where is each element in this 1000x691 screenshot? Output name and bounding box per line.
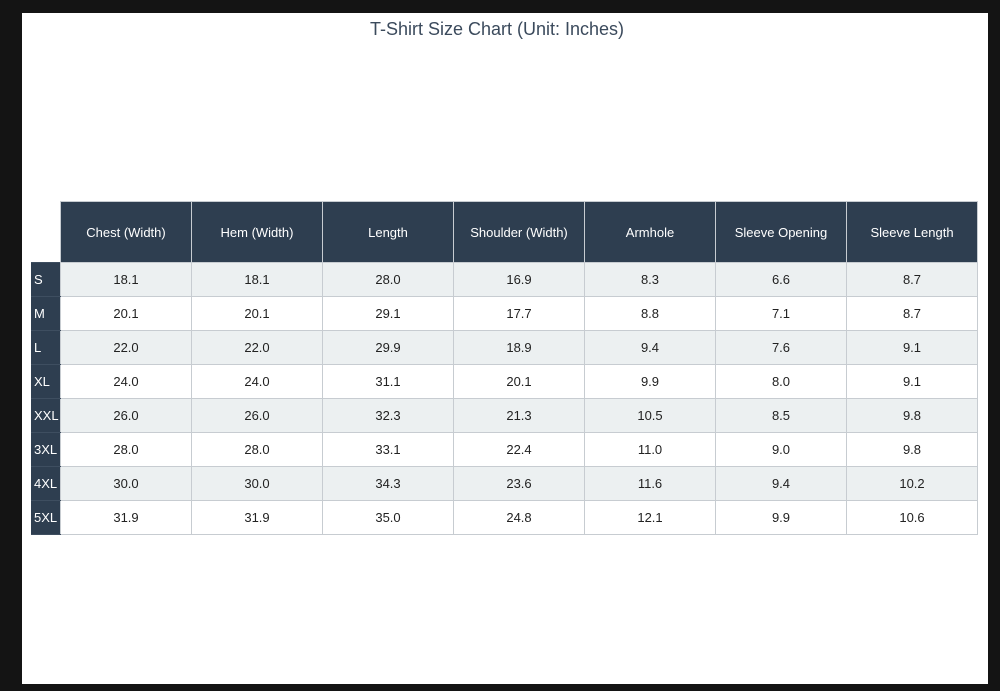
table-cell: 9.4 <box>584 330 716 365</box>
table-cell: 24.0 <box>60 364 192 399</box>
row-header-size: 3XL <box>31 432 61 467</box>
table-cell: 30.0 <box>60 466 192 501</box>
table-cell: 22.4 <box>453 432 585 467</box>
table-cell: 8.5 <box>715 398 847 433</box>
column-header-chest: Chest (Width) <box>60 201 192 263</box>
table-cell: 22.0 <box>191 330 323 365</box>
table-cell: 9.9 <box>715 500 847 535</box>
table-row: S 18.1 18.1 28.0 16.9 8.3 6.6 8.7 <box>31 262 978 297</box>
table-cell: 28.0 <box>60 432 192 467</box>
table-cell: 22.0 <box>60 330 192 365</box>
chart-title: T-Shirt Size Chart (Unit: Inches) <box>369 19 625 39</box>
table-row: 4XL 30.0 30.0 34.3 23.6 11.6 9.4 10.2 <box>31 466 978 501</box>
table-cell: 16.9 <box>453 262 585 297</box>
table-cell: 8.7 <box>846 296 978 331</box>
row-header-size: L <box>31 330 61 365</box>
table-cell: 28.0 <box>322 262 454 297</box>
table-cell: 11.6 <box>584 466 716 501</box>
table-cell: 9.4 <box>715 466 847 501</box>
table-cell: 10.5 <box>584 398 716 433</box>
table-cell: 10.2 <box>846 466 978 501</box>
table-cell: 9.1 <box>846 364 978 399</box>
header-row: Chest (Width) Hem (Width) Length Shoulde… <box>31 201 978 263</box>
table-cell: 9.0 <box>715 432 847 467</box>
table-cell: 26.0 <box>60 398 192 433</box>
table-cell: 20.1 <box>60 296 192 331</box>
table-cell: 31.9 <box>191 500 323 535</box>
table-cell: 30.0 <box>191 466 323 501</box>
table-cell: 23.6 <box>453 466 585 501</box>
row-header-size: S <box>31 262 61 297</box>
table-cell: 33.1 <box>322 432 454 467</box>
column-header-sleeve-opening: Sleeve Opening <box>715 201 847 263</box>
table-cell: 31.9 <box>60 500 192 535</box>
table-cell: 6.6 <box>715 262 847 297</box>
table-row: XL 24.0 24.0 31.1 20.1 9.9 8.0 9.1 <box>31 364 978 399</box>
column-header-shoulder: Shoulder (Width) <box>453 201 585 263</box>
table-cell: 8.0 <box>715 364 847 399</box>
table-cell: 8.3 <box>584 262 716 297</box>
table-cell: 8.8 <box>584 296 716 331</box>
table-cell: 9.8 <box>846 398 978 433</box>
column-header-hem: Hem (Width) <box>191 201 323 263</box>
table-cell: 9.9 <box>584 364 716 399</box>
table-cell: 18.1 <box>60 262 192 297</box>
table-cell: 24.0 <box>191 364 323 399</box>
table-cell: 12.1 <box>584 500 716 535</box>
table-cell: 32.3 <box>322 398 454 433</box>
table-row: 5XL 31.9 31.9 35.0 24.8 12.1 9.9 10.6 <box>31 500 978 535</box>
column-header-sleeve-length: Sleeve Length <box>846 201 978 263</box>
size-table: Chest (Width) Hem (Width) Length Shoulde… <box>31 201 978 535</box>
table-cell: 18.9 <box>453 330 585 365</box>
table-cell: 11.0 <box>584 432 716 467</box>
table-body: S 18.1 18.1 28.0 16.9 8.3 6.6 8.7 M 20.1 20.1 29.1 1… <box>31 262 978 535</box>
table-cell: 35.0 <box>322 500 454 535</box>
table-cell: 31.1 <box>322 364 454 399</box>
row-header-size: XXL <box>31 398 61 433</box>
table-row: M 20.1 20.1 29.1 17.7 8.8 7.1 8.7 <box>31 296 978 331</box>
table-cell: 9.1 <box>846 330 978 365</box>
size-table-wrapper: Chest (Width) Hem (Width) Length Shoulde… <box>31 201 978 535</box>
table-cell: 29.9 <box>322 330 454 365</box>
column-header-armhole: Armhole <box>584 201 716 263</box>
table-cell: 9.8 <box>846 432 978 467</box>
table-row: XXL 26.0 26.0 32.3 21.3 10.5 8.5 9.8 <box>31 398 978 433</box>
row-header-size: M <box>31 296 61 331</box>
table-cell: 17.7 <box>453 296 585 331</box>
column-header-length: Length <box>322 201 454 263</box>
table-row: L 22.0 22.0 29.9 18.9 9.4 7.6 9.1 <box>31 330 978 365</box>
table-cell: 10.6 <box>846 500 978 535</box>
table-cell: 18.1 <box>191 262 323 297</box>
table-cell: 7.1 <box>715 296 847 331</box>
table-cell: 26.0 <box>191 398 323 433</box>
table-cell: 34.3 <box>322 466 454 501</box>
table-cell: 24.8 <box>453 500 585 535</box>
row-header-size: XL <box>31 364 61 399</box>
corner-cell <box>31 202 61 263</box>
table-cell: 8.7 <box>846 262 978 297</box>
table-cell: 29.1 <box>322 296 454 331</box>
chart-canvas: T-Shirt Size Chart (Unit: Inches) Chest … <box>22 13 988 684</box>
row-header-size: 4XL <box>31 466 61 501</box>
table-cell: 20.1 <box>191 296 323 331</box>
table-cell: 7.6 <box>715 330 847 365</box>
row-header-size: 5XL <box>31 500 61 535</box>
table-cell: 21.3 <box>453 398 585 433</box>
table-cell: 20.1 <box>453 364 585 399</box>
table-cell: 28.0 <box>191 432 323 467</box>
table-row: 3XL 28.0 28.0 33.1 22.4 11.0 9.0 9.8 <box>31 432 978 467</box>
